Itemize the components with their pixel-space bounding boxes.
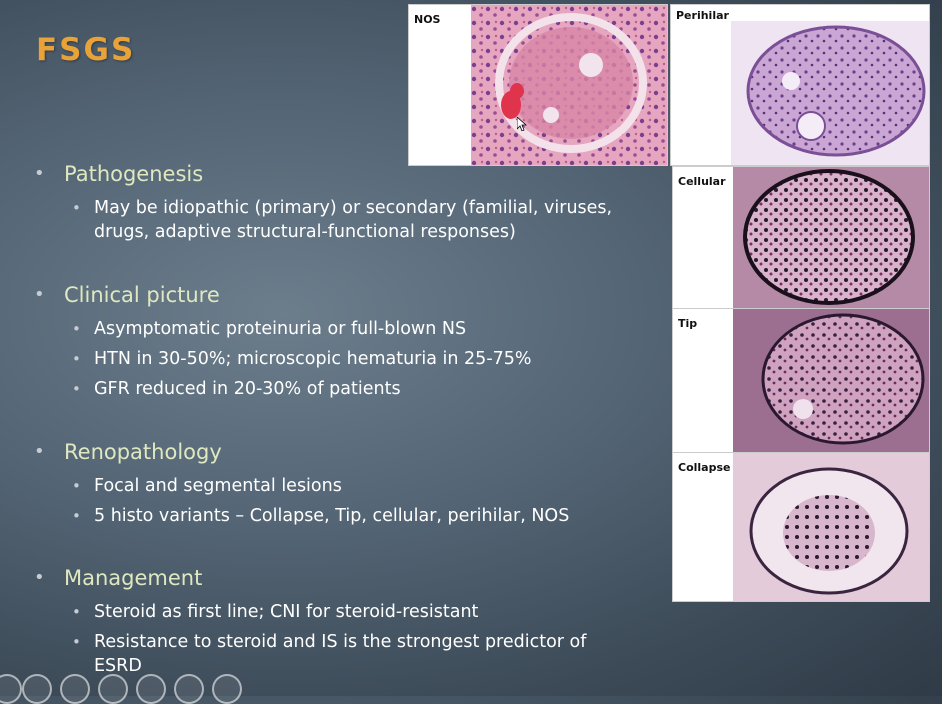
- micrograph-collapse: [733, 453, 929, 601]
- panel-tip: Tip: [672, 308, 930, 454]
- panel-perihilar: Perihilar: [670, 4, 930, 166]
- presentation-toolbar: [0, 674, 260, 704]
- bullet-item: HTN in 30-50%; microscopic hematuria in …: [34, 347, 664, 371]
- pen-icon[interactable]: [60, 674, 90, 704]
- slide-title: FSGS: [36, 32, 136, 68]
- bullet-item: GFR reduced in 20-30% of patients: [34, 377, 664, 401]
- play-icon[interactable]: [22, 674, 52, 704]
- panel-label-perihilar: Perihilar: [676, 9, 729, 22]
- micrograph-tip: [733, 309, 929, 453]
- panel-label-tip: Tip: [678, 317, 698, 330]
- mouse-cursor-icon: [517, 117, 527, 131]
- section-heading: Pathogenesis: [34, 160, 664, 188]
- bullet-item: Focal and segmental lesions: [34, 474, 664, 498]
- bullet-item: May be idiopathic (primary) or secondary…: [34, 196, 664, 244]
- section-heading: Renopathology: [34, 438, 664, 466]
- panel-label-cellular: Cellular: [678, 175, 726, 188]
- more-icon[interactable]: [212, 674, 242, 704]
- zoom-icon[interactable]: [136, 674, 166, 704]
- bullet-item: Steroid as first line; CNI for steroid-r…: [34, 600, 664, 624]
- micrograph-nos: [471, 5, 667, 165]
- panel-cellular: Cellular: [672, 166, 930, 310]
- bullet-text: drugs, adaptive structural-functional re…: [94, 222, 516, 242]
- panel-nos: NOS: [408, 4, 668, 166]
- panel-collapse: Collapse: [672, 452, 930, 602]
- bullet-item: 5 histo variants – Collapse, Tip, cellul…: [34, 504, 664, 528]
- micrograph-perihilar: [731, 21, 929, 165]
- section-heading: Management: [34, 564, 664, 592]
- bullet-item: Asymptomatic proteinuria or full-blown N…: [34, 317, 664, 341]
- section-heading: Clinical picture: [34, 281, 664, 309]
- panel-label-collapse: Collapse: [678, 461, 731, 474]
- section-renopathology: Renopathology Focal and segmental lesion…: [34, 438, 664, 528]
- section-clinical: Clinical picture Asymptomatic proteinuri…: [34, 281, 664, 401]
- bullet-item: Resistance to steroid and IS is the stro…: [34, 630, 664, 678]
- micrograph-cellular: [733, 167, 929, 309]
- bullet-text: ESRD: [94, 656, 142, 676]
- subtitle-icon[interactable]: [174, 674, 204, 704]
- bullet-text: Resistance to steroid and IS is the stro…: [94, 632, 587, 652]
- prev-slide-button[interactable]: [0, 674, 22, 704]
- bullet-text: May be idiopathic (primary) or secondary…: [94, 198, 613, 218]
- slides-icon[interactable]: [98, 674, 128, 704]
- panel-label-nos: NOS: [414, 13, 441, 26]
- section-management: Management Steroid as first line; CNI fo…: [34, 564, 664, 678]
- section-pathogenesis: Pathogenesis May be idiopathic (primary)…: [34, 160, 664, 244]
